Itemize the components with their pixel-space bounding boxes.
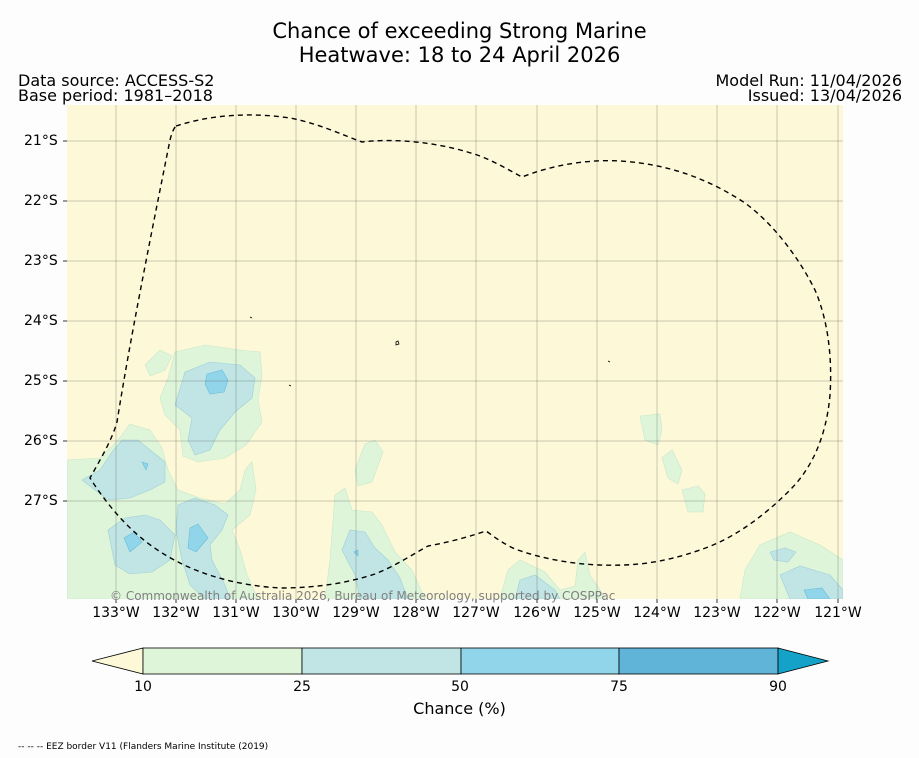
colorbar-tick-75: 75 [610, 679, 628, 695]
axis-ticks [63, 140, 839, 603]
map-title-line-2: Heatwave: 18 to 24 April 2026 [298, 43, 621, 67]
contour-10-25-blob-a [144, 349, 173, 377]
lon-label-130w: 130°W [272, 605, 320, 621]
colorbar-band-50-75 [460, 647, 620, 675]
island-3 [288, 384, 292, 387]
probability-contours [67, 344, 843, 599]
lon-label-133w: 133°W [92, 605, 140, 621]
base-period-text: Base period: 1981–2018 [18, 86, 213, 105]
colorbar-extend-high [777, 647, 830, 675]
contour-25-50-east [779, 565, 843, 599]
island-4 [607, 360, 611, 363]
contour-25-50-east-blob [769, 547, 797, 563]
contour-10-25-blob-e [681, 485, 706, 513]
lat-label-24s: 24°S [24, 313, 58, 329]
contour-10-25-blob-d [661, 449, 683, 485]
contour-50-75-d [141, 461, 149, 471]
island-markers [249, 316, 611, 387]
contour-10-25-blob-b [354, 439, 384, 487]
contour-25-50-north [174, 361, 256, 456]
eez-border [89, 114, 832, 589]
lat-label-27s: 27°S [24, 493, 58, 509]
lon-label-128w: 128°W [392, 605, 440, 621]
lat-label-21s: 21°S [24, 133, 58, 149]
colorbar-band-25-50 [301, 647, 462, 675]
lat-label-23s: 23°S [24, 253, 58, 269]
island-1 [249, 316, 253, 319]
contour-50-75-a [204, 369, 229, 395]
eez-footnote: -- -- -- EEZ border V11 (Flanders Marine… [18, 742, 269, 752]
colorbar-tick-50: 50 [451, 679, 469, 695]
lon-label-129w: 129°W [332, 605, 380, 621]
lon-label-121w: 121°W [814, 605, 862, 621]
lat-label-22s: 22°S [24, 193, 58, 209]
colorbar-band-75-90 [618, 647, 779, 675]
lon-label-123w: 123°W [693, 605, 741, 621]
model-run-text: Model Run: 11/04/2026 [715, 71, 903, 90]
lat-label-25s: 25°S [24, 373, 58, 389]
data-source-text: Data source: ACCESS-S2 [18, 71, 215, 90]
lon-label-122w: 122°W [753, 605, 801, 621]
contour-10-25-blob-c [639, 413, 663, 446]
map-gridlines [67, 105, 843, 599]
lon-label-131w: 131°W [212, 605, 260, 621]
contour-25-50-sw2 [175, 497, 231, 599]
island-2 [395, 340, 400, 346]
lon-label-124w: 124°W [633, 605, 681, 621]
contour-10-25-center [324, 487, 426, 599]
copyright-notice: © Commonwealth of Australia 2026, Bureau… [110, 589, 616, 603]
lon-label-132w: 132°W [152, 605, 200, 621]
colorbar-tick-10: 10 [134, 679, 152, 695]
colorbar-tick-90: 90 [769, 679, 787, 695]
lon-label-127w: 127°W [452, 605, 500, 621]
colorbar-band-10-25 [142, 647, 303, 675]
contour-25-50-south [514, 574, 561, 599]
colorbar-extend-low [91, 647, 144, 675]
colorbar-tick-25: 25 [293, 679, 311, 695]
lon-label-126w: 126°W [513, 605, 561, 621]
map-title-line-1: Chance of exceeding Strong Marine [272, 19, 647, 43]
issued-date-text: Issued: 13/04/2026 [747, 86, 902, 105]
contour-50-75-f [803, 587, 831, 599]
contour-25-50-center [341, 529, 409, 599]
contour-25-50-sw [107, 514, 176, 575]
lon-label-125w: 125°W [573, 605, 621, 621]
contour-50-75-b [187, 523, 209, 553]
contour-50-75-c [123, 531, 143, 553]
colorbar-label: Chance (%) [413, 699, 506, 718]
colorbar [91, 647, 830, 675]
lat-label-26s: 26°S [24, 433, 58, 449]
contour-25-50-west [81, 439, 166, 501]
